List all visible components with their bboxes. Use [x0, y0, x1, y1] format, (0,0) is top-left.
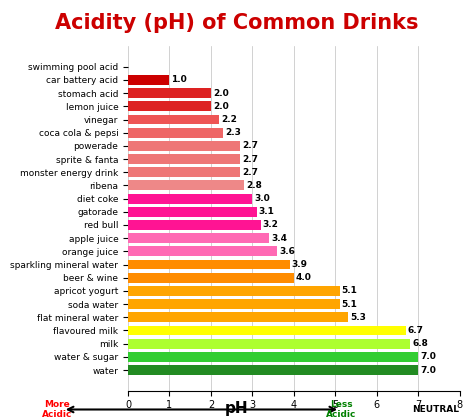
Bar: [128, 88, 211, 98]
Text: 5.1: 5.1: [342, 286, 357, 295]
Text: Acidity (pH) of Common Drinks: Acidity (pH) of Common Drinks: [55, 13, 419, 33]
Bar: [128, 207, 256, 217]
Bar: [128, 167, 240, 177]
Text: Less
Acidic: Less Acidic: [326, 400, 356, 419]
Text: pH: pH: [225, 401, 249, 416]
Text: 2.7: 2.7: [242, 168, 258, 177]
Bar: [128, 75, 169, 85]
Text: 3.4: 3.4: [271, 234, 287, 243]
Bar: [128, 141, 240, 151]
Bar: [128, 115, 219, 124]
Text: 3.1: 3.1: [259, 207, 274, 216]
Bar: [128, 194, 252, 204]
Text: 7.0: 7.0: [420, 352, 436, 361]
Bar: [128, 260, 290, 270]
Text: 3.2: 3.2: [263, 220, 279, 229]
Bar: [128, 101, 211, 111]
Text: 3.0: 3.0: [255, 194, 270, 203]
Text: More
Acidic: More Acidic: [42, 400, 72, 419]
Bar: [128, 365, 418, 375]
Text: 6.8: 6.8: [412, 339, 428, 348]
Text: 2.3: 2.3: [226, 128, 241, 137]
Bar: [128, 128, 223, 138]
Bar: [128, 352, 418, 362]
Text: Tooth enamel starts to dissolve at pH less than 5.5: Tooth enamel starts to dissolve at pH le…: [78, 30, 396, 39]
Bar: [128, 154, 240, 164]
Text: 3.9: 3.9: [292, 260, 308, 269]
Bar: [128, 247, 277, 256]
Bar: [128, 220, 261, 230]
Bar: [128, 312, 348, 322]
Text: 2.0: 2.0: [213, 89, 229, 98]
Text: 2.7: 2.7: [242, 155, 258, 163]
Bar: [128, 233, 269, 243]
Bar: [128, 326, 406, 336]
Text: 7.0: 7.0: [420, 365, 436, 375]
Text: NEUTRAL: NEUTRAL: [412, 405, 460, 414]
Bar: [128, 273, 294, 283]
Text: 5.1: 5.1: [342, 299, 357, 309]
Bar: [128, 299, 339, 309]
Bar: [128, 286, 339, 296]
Text: 2.2: 2.2: [221, 115, 237, 124]
Text: 1.0: 1.0: [172, 76, 187, 84]
Text: 4.0: 4.0: [296, 273, 312, 282]
Text: 2.0: 2.0: [213, 102, 229, 111]
Text: 6.7: 6.7: [408, 326, 424, 335]
Bar: [128, 181, 244, 190]
Text: 5.3: 5.3: [350, 313, 366, 322]
Text: 3.6: 3.6: [279, 247, 295, 256]
Bar: [128, 339, 410, 349]
Text: 2.8: 2.8: [246, 181, 262, 190]
Text: 2.7: 2.7: [242, 142, 258, 150]
